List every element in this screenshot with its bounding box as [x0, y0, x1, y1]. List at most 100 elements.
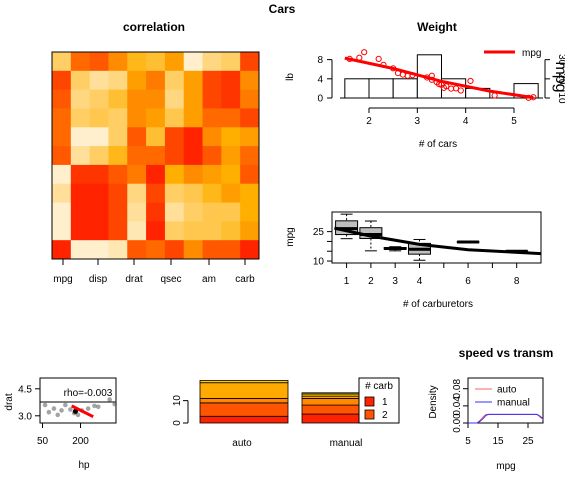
drat-point: [92, 403, 97, 409]
drat-point: [59, 408, 64, 413]
heatmap-cell: [127, 146, 147, 166]
heatmap-cell: [89, 146, 109, 166]
heatmap-cell: [164, 108, 185, 128]
drat-point: [85, 406, 91, 411]
histogram-bar: [368, 78, 394, 99]
drat-y-tick-label: 4.5: [18, 384, 32, 395]
heatmap-cell: [108, 240, 128, 260]
heatmap-cell: [52, 108, 72, 128]
heatmap-cell: [202, 146, 222, 166]
heatmap-cell: [164, 89, 185, 109]
heatmap-cell: [108, 146, 128, 166]
heatmap-cell: [221, 164, 241, 185]
heatmap-cell: [202, 108, 222, 128]
heatmap-cell: [108, 70, 128, 91]
heatmap-cell: [70, 146, 91, 166]
heatmap-cell: [108, 89, 128, 109]
heatmap-cell: [108, 108, 128, 128]
heatmap-cell: [221, 240, 241, 260]
carb-y-label: mpg: [285, 227, 296, 246]
heatmap-tick-label: mpg: [53, 274, 72, 285]
heatmap-cell: [183, 89, 203, 109]
heatmap-cell: [240, 164, 260, 185]
heatmap-cell: [127, 240, 147, 260]
stack-legend-label: 1: [382, 397, 388, 408]
heatmap-cell: [146, 240, 166, 260]
heatmap-cell: [164, 221, 185, 241]
heatmap-cell: [89, 164, 109, 185]
weight-x-tick-label: 5: [511, 116, 517, 127]
heatmap-cell: [108, 127, 128, 147]
heatmap-tick-label: disp: [89, 274, 108, 285]
heatmap-cell: [89, 52, 109, 72]
heatmap-cell: [240, 70, 260, 91]
histogram-bar: [344, 78, 370, 99]
heatmap-cell: [89, 221, 109, 241]
heatmap-cell: [70, 202, 91, 222]
heatmap-cell: [108, 52, 128, 72]
heatmap-cell: [127, 202, 147, 222]
heatmap-cell: [70, 108, 91, 128]
heatmap-cell: [146, 70, 166, 91]
heatmap-cell: [127, 108, 147, 128]
heatmap-tick-label: drat: [125, 274, 142, 285]
drat-point: [63, 402, 68, 408]
heatmap-cell: [127, 89, 147, 109]
drat-point: [46, 409, 52, 415]
heatmap-cell: [240, 183, 260, 203]
mpg-point: [361, 49, 368, 56]
weight-right-tick-label: 30: [556, 54, 565, 66]
carb-x-label: # of carburetors: [403, 299, 473, 310]
carb-x-tick-label: 2: [368, 276, 374, 287]
heatmap-tick-label: qsec: [160, 274, 181, 285]
heatmap-cell: [52, 89, 72, 109]
heatmap-cell: [52, 240, 72, 260]
heatmap-cell: [221, 108, 241, 128]
heatmap-cell: [70, 183, 91, 203]
heatmap-cell: [240, 52, 260, 72]
heatmap-cell: [127, 183, 147, 203]
density-line-manual: [468, 413, 544, 424]
weight-title: Weight: [417, 20, 457, 34]
heatmap-cell: [183, 108, 203, 128]
carb-x-tick-label: 1: [344, 276, 350, 287]
density-legend-label: manual: [497, 398, 530, 409]
heatmap-cell: [221, 89, 241, 109]
page-title: Cars: [269, 2, 296, 16]
heatmap-cell: [183, 164, 203, 185]
heatmap-cell: [164, 183, 185, 203]
drat-x-label: hp: [78, 460, 90, 471]
heatmap-cell: [240, 202, 260, 222]
heatmap-cell: [240, 221, 260, 241]
heatmap-cell: [221, 183, 241, 203]
weight-y-tick-label: 8: [317, 55, 323, 66]
heatmap-tick-label: carb: [235, 274, 255, 285]
stack-y-tick-label: 0: [172, 420, 183, 426]
heatmap-cell: [70, 127, 91, 147]
heatmap-cell: [164, 52, 185, 72]
heatmap-cell: [183, 146, 203, 166]
drat-point: [55, 412, 61, 418]
heatmap-cell: [202, 164, 222, 185]
heatmap-cell: [146, 108, 166, 128]
heatmap-cell: [70, 240, 91, 260]
heatmap-cell: [183, 221, 203, 241]
heatmap-cell: [89, 89, 109, 109]
heatmap-cell: [183, 127, 203, 147]
heatmap-cell: [108, 164, 128, 185]
heatmap-cell: [202, 221, 222, 241]
weight-right-tick-label: 20: [556, 73, 565, 85]
density-y-tick-label: 0.04: [452, 396, 463, 416]
heatmap-cell: [202, 52, 222, 72]
carb-trend-line: [334, 226, 542, 256]
carb-stacked-bars: auto manual 0 10 # carb 1 2: [172, 377, 400, 449]
drat-point: [95, 404, 101, 410]
density-x-label: mpg: [496, 461, 515, 472]
heatmap-cell: [146, 127, 166, 147]
category-label-manual: manual: [330, 438, 363, 449]
weight-y-tick-label: 4: [317, 74, 323, 85]
heatmap-cell: [240, 108, 260, 128]
drat-trend-line: [70, 404, 94, 419]
stack-legend-swatch: [364, 409, 375, 420]
